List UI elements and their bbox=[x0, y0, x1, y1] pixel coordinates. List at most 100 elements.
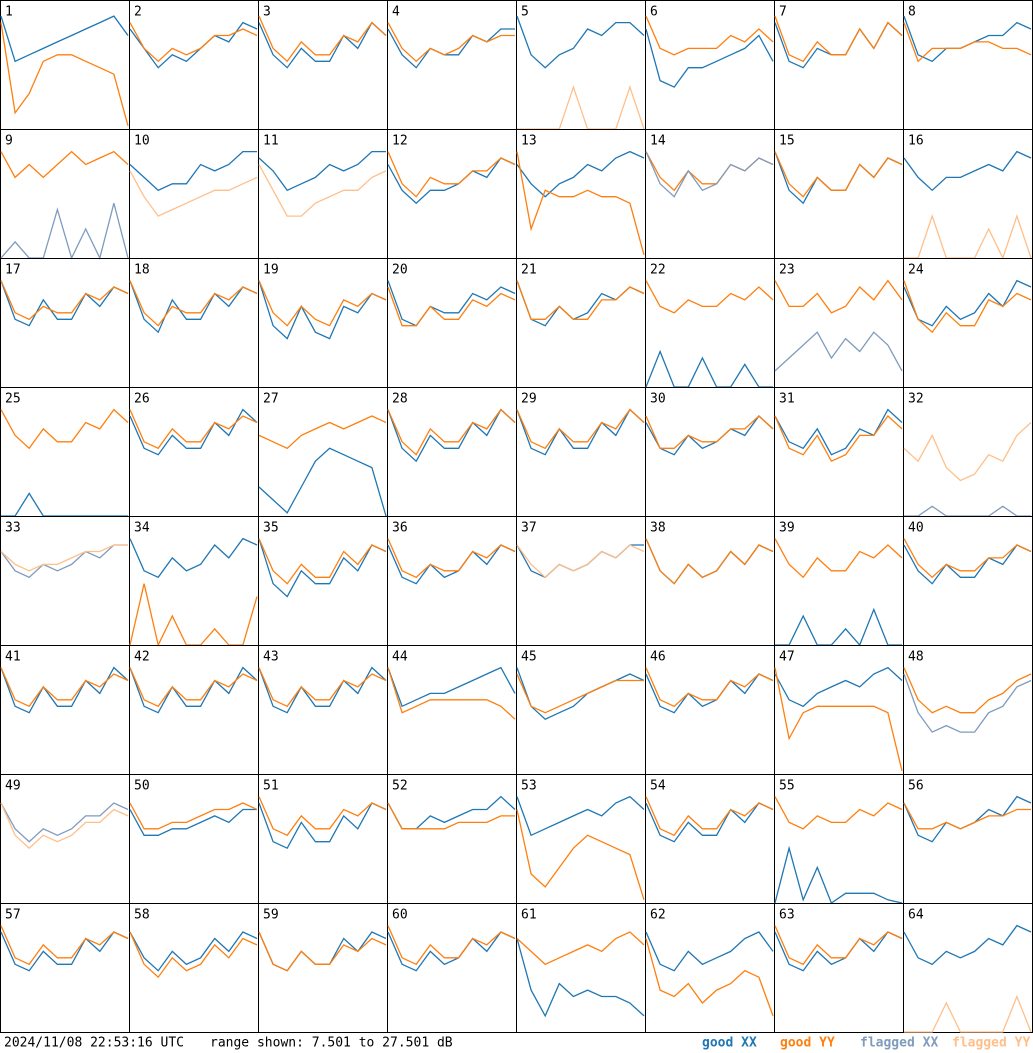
spectrum-line bbox=[903, 802, 1031, 830]
legend-entry: good YY bbox=[780, 1036, 835, 1051]
panel-label: 15 bbox=[779, 134, 795, 149]
spectrum-line bbox=[645, 280, 774, 314]
panel-label: 50 bbox=[134, 779, 150, 794]
spectrum-line bbox=[774, 931, 903, 972]
spectrum-line bbox=[516, 150, 645, 198]
spectrum-line bbox=[645, 15, 774, 56]
spectrum-line bbox=[645, 796, 774, 837]
spectrum-line bbox=[774, 331, 903, 372]
spectrum-line bbox=[387, 280, 516, 327]
spectrum-line bbox=[645, 415, 774, 456]
panel-label: 53 bbox=[521, 779, 537, 794]
panel-label: 60 bbox=[392, 908, 408, 923]
range-text: range shown: 7.501 to 27.501 dB bbox=[210, 1036, 453, 1051]
spectrum-line bbox=[258, 150, 386, 192]
panel-label: 7 bbox=[779, 5, 787, 20]
panel-label: 36 bbox=[392, 521, 408, 536]
panel-label: 13 bbox=[521, 134, 537, 149]
panel-label: 14 bbox=[650, 134, 666, 149]
panel-label: 55 bbox=[779, 779, 795, 794]
spectrum-line bbox=[775, 607, 902, 647]
spectrum-line bbox=[645, 151, 774, 198]
panel-label: 28 bbox=[392, 392, 408, 407]
panel-label: 43 bbox=[263, 650, 279, 665]
spectrum-line bbox=[0, 280, 129, 327]
spectrum-line bbox=[0, 925, 129, 966]
panel-label: 10 bbox=[134, 134, 150, 149]
panel-label: 56 bbox=[908, 779, 924, 794]
panel-label: 4 bbox=[392, 5, 400, 20]
spectrum-line bbox=[129, 931, 258, 979]
spectrum-line bbox=[129, 931, 258, 972]
panel-label: 26 bbox=[134, 392, 150, 407]
panel-label: 31 bbox=[779, 392, 795, 407]
spectrum-line bbox=[516, 795, 645, 837]
spectrum-line bbox=[129, 280, 258, 327]
panel-label: 48 bbox=[908, 650, 924, 665]
spectrum-line bbox=[0, 408, 129, 450]
spectrum-line bbox=[258, 796, 387, 837]
spectrum-line bbox=[516, 151, 645, 255]
spectrum-line bbox=[387, 22, 515, 63]
spectrum-line bbox=[258, 667, 387, 708]
spectrum-line bbox=[645, 415, 774, 449]
spectrum-line bbox=[645, 538, 774, 585]
spectrum-line bbox=[387, 538, 516, 579]
spectrum-line bbox=[258, 415, 387, 450]
panel-label: 59 bbox=[263, 908, 279, 923]
panel-label: 6 bbox=[650, 5, 658, 20]
spectrum-line bbox=[903, 924, 1032, 966]
spectrum-line bbox=[387, 667, 516, 720]
spectrum-line bbox=[129, 150, 257, 192]
spectrum-line bbox=[516, 544, 645, 579]
panel-label: 47 bbox=[779, 650, 795, 665]
spectrum-line bbox=[516, 667, 645, 720]
spectrum-line bbox=[129, 280, 258, 334]
panel-label: 32 bbox=[908, 392, 924, 407]
spectrum-line bbox=[387, 408, 516, 456]
spectrum-line bbox=[0, 22, 129, 126]
spectrum-line bbox=[129, 802, 258, 830]
spectrum-line bbox=[516, 280, 645, 320]
spectrum-line bbox=[387, 157, 516, 205]
panel-label: 40 bbox=[908, 521, 924, 536]
panel-label: 25 bbox=[5, 392, 21, 407]
panel-label: 61 bbox=[521, 908, 537, 923]
spectrum-line bbox=[645, 349, 773, 388]
spectrum-line bbox=[774, 925, 903, 966]
panel-label: 20 bbox=[392, 263, 408, 278]
spectrum-line bbox=[904, 994, 1032, 1033]
spectrum-line bbox=[774, 415, 903, 463]
spectrum-line bbox=[645, 667, 774, 708]
legend-entry: flagged YY bbox=[952, 1036, 1030, 1051]
spectrum-line bbox=[774, 15, 903, 63]
panel-label: 49 bbox=[5, 779, 21, 794]
panel-label: 64 bbox=[908, 908, 924, 923]
spectrum-line bbox=[645, 28, 774, 88]
legend-entry: flagged XX bbox=[860, 1036, 938, 1051]
spectrum-line bbox=[387, 931, 516, 972]
panel-label: 44 bbox=[392, 650, 408, 665]
spectrum-line bbox=[387, 28, 515, 69]
panel-label: 41 bbox=[5, 650, 21, 665]
panel-label: 27 bbox=[263, 392, 279, 407]
spectrum-line bbox=[129, 409, 258, 450]
panel-label: 5 bbox=[521, 5, 529, 20]
spectrum-line bbox=[0, 280, 129, 321]
spectrum-line bbox=[903, 544, 1032, 585]
panel-label: 51 bbox=[263, 779, 279, 794]
spectrum-line bbox=[516, 408, 645, 456]
panel-label: 1 bbox=[5, 5, 13, 20]
spectrum-line bbox=[258, 280, 387, 340]
spectrum-line bbox=[774, 538, 903, 579]
panel-label: 12 bbox=[392, 134, 408, 149]
spectrum-line bbox=[387, 408, 516, 463]
spectrum-line bbox=[129, 808, 257, 836]
spectrum-line bbox=[516, 673, 644, 714]
spectrum-line bbox=[258, 931, 387, 972]
spectrum-line bbox=[645, 931, 774, 972]
spectrum-line bbox=[387, 925, 516, 966]
spectrum-line bbox=[0, 150, 129, 179]
spectrum-line bbox=[129, 170, 258, 217]
